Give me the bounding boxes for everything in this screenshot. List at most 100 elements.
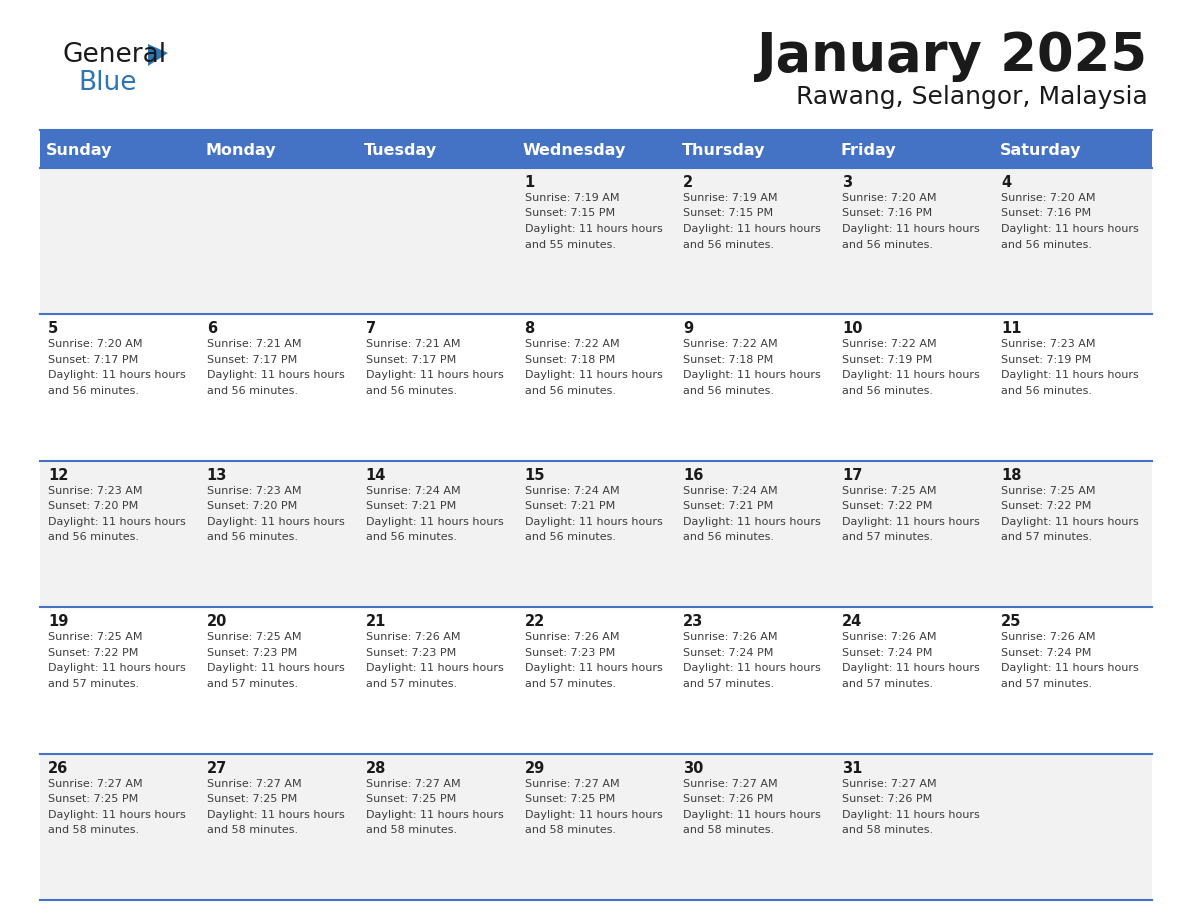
Text: and 57 minutes.: and 57 minutes. — [842, 532, 934, 543]
Text: 26: 26 — [48, 761, 68, 776]
Text: 30: 30 — [683, 761, 703, 776]
Text: and 58 minutes.: and 58 minutes. — [366, 825, 456, 835]
Text: Sunset: 7:18 PM: Sunset: 7:18 PM — [525, 355, 614, 364]
Text: Daylight: 11 hours hours: Daylight: 11 hours hours — [207, 663, 345, 673]
Text: Sunset: 7:21 PM: Sunset: 7:21 PM — [525, 501, 614, 511]
Text: Daylight: 11 hours hours: Daylight: 11 hours hours — [48, 370, 185, 380]
Text: 19: 19 — [48, 614, 69, 629]
Text: Sunset: 7:15 PM: Sunset: 7:15 PM — [525, 208, 614, 218]
Polygon shape — [148, 44, 168, 66]
Text: 10: 10 — [842, 321, 862, 336]
Text: Daylight: 11 hours hours: Daylight: 11 hours hours — [48, 810, 185, 820]
Bar — [40, 168, 1152, 314]
Text: and 56 minutes.: and 56 minutes. — [683, 386, 775, 396]
Text: Sunrise: 7:25 AM: Sunrise: 7:25 AM — [48, 633, 143, 643]
Text: Sunset: 7:23 PM: Sunset: 7:23 PM — [525, 648, 614, 657]
Text: Sunrise: 7:25 AM: Sunrise: 7:25 AM — [842, 486, 936, 496]
Text: Daylight: 11 hours hours: Daylight: 11 hours hours — [842, 224, 980, 234]
Text: Sunset: 7:19 PM: Sunset: 7:19 PM — [1001, 355, 1092, 364]
Text: Daylight: 11 hours hours: Daylight: 11 hours hours — [525, 810, 662, 820]
Text: and 56 minutes.: and 56 minutes. — [366, 532, 456, 543]
Text: and 57 minutes.: and 57 minutes. — [683, 678, 775, 688]
Text: 31: 31 — [842, 761, 862, 776]
Text: Sunrise: 7:21 AM: Sunrise: 7:21 AM — [366, 340, 460, 350]
Text: Daylight: 11 hours hours: Daylight: 11 hours hours — [1001, 370, 1139, 380]
Text: 11: 11 — [1001, 321, 1022, 336]
Text: and 57 minutes.: and 57 minutes. — [366, 678, 456, 688]
Text: Sunrise: 7:20 AM: Sunrise: 7:20 AM — [1001, 193, 1095, 203]
Text: Daylight: 11 hours hours: Daylight: 11 hours hours — [366, 663, 504, 673]
Text: Daylight: 11 hours hours: Daylight: 11 hours hours — [842, 370, 980, 380]
Text: 3: 3 — [842, 175, 852, 190]
Text: Sunrise: 7:26 AM: Sunrise: 7:26 AM — [1001, 633, 1095, 643]
Text: 14: 14 — [366, 468, 386, 483]
Text: 15: 15 — [525, 468, 545, 483]
Text: 27: 27 — [207, 761, 227, 776]
Text: Sunrise: 7:20 AM: Sunrise: 7:20 AM — [48, 340, 143, 350]
Text: Daylight: 11 hours hours: Daylight: 11 hours hours — [1001, 517, 1139, 527]
Text: Sunrise: 7:26 AM: Sunrise: 7:26 AM — [683, 633, 778, 643]
Text: Daylight: 11 hours hours: Daylight: 11 hours hours — [525, 517, 662, 527]
Bar — [40, 130, 1152, 168]
Text: 7: 7 — [366, 321, 375, 336]
Text: Sunrise: 7:22 AM: Sunrise: 7:22 AM — [525, 340, 619, 350]
Text: 16: 16 — [683, 468, 703, 483]
Text: Sunset: 7:24 PM: Sunset: 7:24 PM — [842, 648, 933, 657]
Text: Sunrise: 7:27 AM: Sunrise: 7:27 AM — [683, 778, 778, 789]
Text: Sunrise: 7:23 AM: Sunrise: 7:23 AM — [48, 486, 143, 496]
Text: Sunrise: 7:26 AM: Sunrise: 7:26 AM — [366, 633, 460, 643]
Text: Daylight: 11 hours hours: Daylight: 11 hours hours — [525, 224, 662, 234]
Text: Sunset: 7:25 PM: Sunset: 7:25 PM — [207, 794, 297, 804]
Text: and 57 minutes.: and 57 minutes. — [48, 678, 139, 688]
Text: Sunrise: 7:23 AM: Sunrise: 7:23 AM — [207, 486, 302, 496]
Text: Sunset: 7:21 PM: Sunset: 7:21 PM — [366, 501, 456, 511]
Text: Sunrise: 7:21 AM: Sunrise: 7:21 AM — [207, 340, 302, 350]
Text: Wednesday: Wednesday — [523, 142, 626, 158]
Text: Sunset: 7:24 PM: Sunset: 7:24 PM — [1001, 648, 1092, 657]
Text: 21: 21 — [366, 614, 386, 629]
Text: Sunset: 7:22 PM: Sunset: 7:22 PM — [48, 648, 138, 657]
Text: 24: 24 — [842, 614, 862, 629]
Text: Sunset: 7:22 PM: Sunset: 7:22 PM — [1001, 501, 1092, 511]
Bar — [40, 754, 1152, 900]
Text: Rawang, Selangor, Malaysia: Rawang, Selangor, Malaysia — [796, 85, 1148, 109]
Text: 23: 23 — [683, 614, 703, 629]
Text: 17: 17 — [842, 468, 862, 483]
Text: and 56 minutes.: and 56 minutes. — [683, 240, 775, 250]
Text: Sunrise: 7:27 AM: Sunrise: 7:27 AM — [842, 778, 937, 789]
Text: and 57 minutes.: and 57 minutes. — [525, 678, 615, 688]
Text: Daylight: 11 hours hours: Daylight: 11 hours hours — [683, 810, 821, 820]
Text: Daylight: 11 hours hours: Daylight: 11 hours hours — [525, 663, 662, 673]
Text: Sunset: 7:25 PM: Sunset: 7:25 PM — [525, 794, 614, 804]
Text: Sunrise: 7:24 AM: Sunrise: 7:24 AM — [525, 486, 619, 496]
Text: January 2025: January 2025 — [757, 30, 1148, 82]
Text: Daylight: 11 hours hours: Daylight: 11 hours hours — [842, 517, 980, 527]
Text: 22: 22 — [525, 614, 545, 629]
Text: and 57 minutes.: and 57 minutes. — [1001, 678, 1092, 688]
Text: 13: 13 — [207, 468, 227, 483]
Text: Sunrise: 7:19 AM: Sunrise: 7:19 AM — [525, 193, 619, 203]
Text: 12: 12 — [48, 468, 69, 483]
Text: Sunrise: 7:26 AM: Sunrise: 7:26 AM — [842, 633, 936, 643]
Text: 8: 8 — [525, 321, 535, 336]
Text: Sunset: 7:16 PM: Sunset: 7:16 PM — [1001, 208, 1092, 218]
Text: Daylight: 11 hours hours: Daylight: 11 hours hours — [366, 810, 504, 820]
Text: Daylight: 11 hours hours: Daylight: 11 hours hours — [1001, 224, 1139, 234]
Text: Sunset: 7:26 PM: Sunset: 7:26 PM — [683, 794, 773, 804]
Text: and 56 minutes.: and 56 minutes. — [525, 532, 615, 543]
Text: Sunset: 7:18 PM: Sunset: 7:18 PM — [683, 355, 773, 364]
Text: Sunset: 7:22 PM: Sunset: 7:22 PM — [842, 501, 933, 511]
Text: 2: 2 — [683, 175, 694, 190]
Text: Sunrise: 7:20 AM: Sunrise: 7:20 AM — [842, 193, 936, 203]
Text: Sunrise: 7:27 AM: Sunrise: 7:27 AM — [366, 778, 460, 789]
Text: Monday: Monday — [206, 142, 276, 158]
Text: and 56 minutes.: and 56 minutes. — [842, 386, 934, 396]
Text: Sunset: 7:17 PM: Sunset: 7:17 PM — [48, 355, 138, 364]
Text: Sunset: 7:25 PM: Sunset: 7:25 PM — [366, 794, 456, 804]
Text: 1: 1 — [525, 175, 535, 190]
Text: and 58 minutes.: and 58 minutes. — [207, 825, 298, 835]
Text: Sunset: 7:26 PM: Sunset: 7:26 PM — [842, 794, 933, 804]
Text: Sunset: 7:17 PM: Sunset: 7:17 PM — [207, 355, 297, 364]
Text: Sunset: 7:23 PM: Sunset: 7:23 PM — [366, 648, 456, 657]
Text: Blue: Blue — [78, 70, 137, 96]
